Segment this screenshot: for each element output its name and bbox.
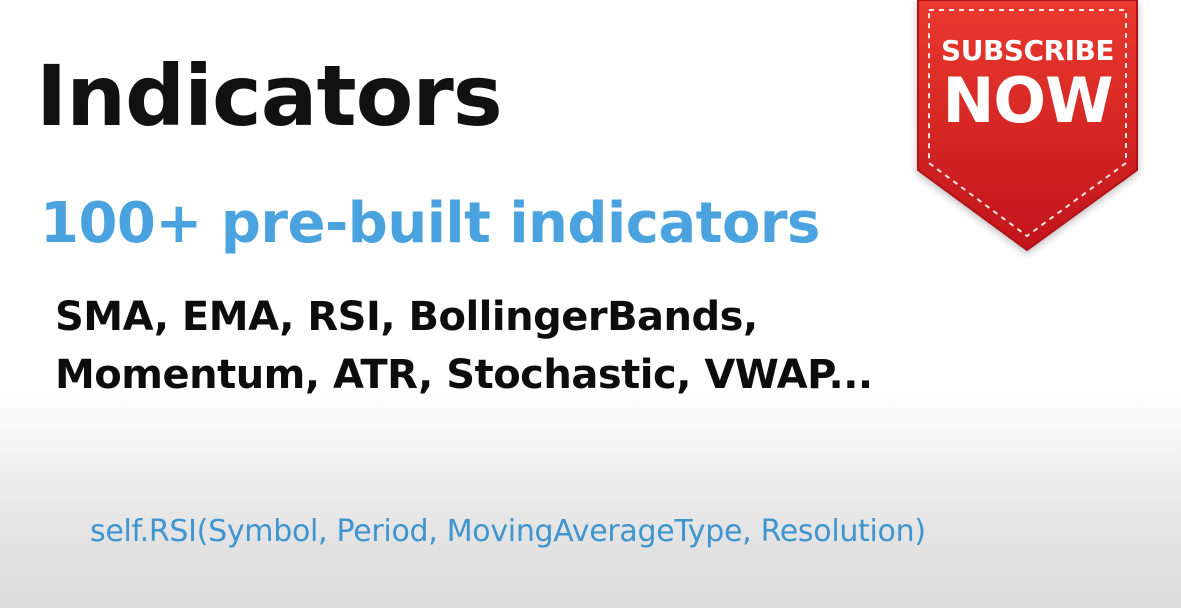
subscribe-now-button[interactable]: SUBSCRIBE NOW bbox=[915, 0, 1140, 252]
now-label: NOW bbox=[942, 64, 1114, 137]
indicator-list: SMA, EMA, RSI, BollingerBands, Momentum,… bbox=[55, 288, 873, 404]
code-sample: self.RSI(Symbol, Period, MovingAverageTy… bbox=[90, 514, 926, 549]
subscribe-label: SUBSCRIBE bbox=[941, 34, 1114, 67]
slide-subtitle: 100+ pre-built indicators bbox=[40, 191, 820, 256]
slide-title: Indicators bbox=[36, 47, 503, 145]
indicator-list-line: Momentum, ATR, Stochastic, VWAP... bbox=[55, 352, 873, 398]
ribbon-badge-icon bbox=[917, 0, 1138, 252]
indicator-list-line: SMA, EMA, RSI, BollingerBands, bbox=[55, 294, 758, 340]
